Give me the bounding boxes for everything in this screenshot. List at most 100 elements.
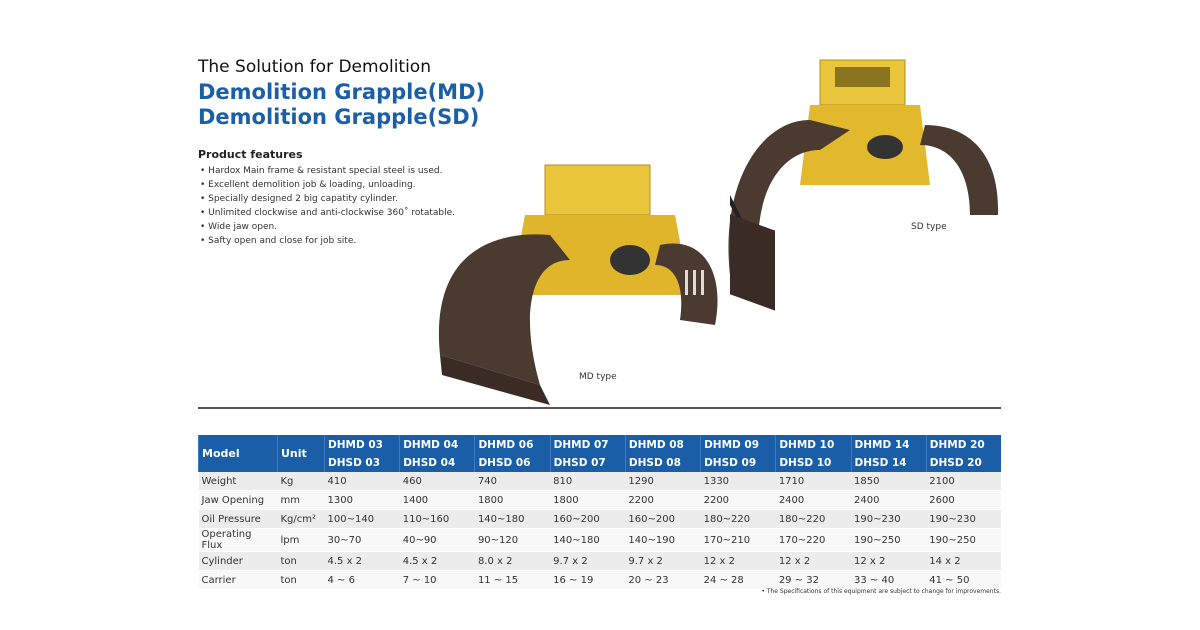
model-cell: DHMD 08 DHSD 08 — [624, 435, 701, 472]
table-cell: 1850 — [851, 472, 927, 491]
model-name: DHMD 03 — [328, 438, 383, 451]
model-name: DHSD 04 — [403, 456, 456, 469]
table-cell: 160~200 — [550, 509, 626, 529]
table-cell: 170~220 — [775, 528, 852, 552]
table-row: Weight Kg 410 460 740 810 1290 1330 1710 1850 2100 — [198, 472, 1001, 491]
table-cell: 12 x 2 — [700, 551, 776, 571]
table-cell: 2200 — [700, 490, 776, 510]
table-cell: ton — [277, 551, 325, 571]
feature-item: • Unlimited clockwise and anti-clockwise… — [200, 208, 456, 218]
model-name: DHMD 09 — [704, 438, 760, 451]
model-cell: DHMD 03 DHSD 03 — [323, 435, 400, 472]
model-name: DHMD 07 — [553, 438, 609, 451]
model-name: DHSD 03 — [328, 456, 381, 469]
table-cell: Kg — [277, 472, 325, 491]
model-name: DHSD 06 — [478, 456, 531, 469]
header-cell: Model — [198, 435, 278, 472]
model-cell: DHMD 14 DHSD 14 — [850, 435, 927, 472]
feature-text: Excellent demolition job & loading, unlo… — [208, 180, 416, 190]
table-cell: 1300 — [324, 490, 400, 510]
table-cell: 41 ~ 50 — [926, 570, 1001, 590]
model-name: DHSD 10 — [779, 456, 832, 469]
table-cell: 1400 — [399, 490, 475, 510]
table-cell: 2600 — [926, 490, 1001, 510]
table-cell: 29 ~ 32 — [775, 570, 852, 590]
features-title: Product features — [198, 148, 303, 161]
table-cell: 140~180 — [550, 528, 626, 552]
model-name: DHMD 08 — [628, 438, 684, 451]
feature-item: • Wide jaw open. — [200, 222, 278, 232]
header-cell: Unit — [277, 435, 325, 472]
model-name: DHSD 09 — [704, 456, 757, 469]
table-cell: 180~220 — [775, 509, 852, 529]
table-cell: 8.0 x 2 — [474, 551, 551, 571]
model-name: DHSD 14 — [854, 456, 907, 469]
divider — [198, 407, 1001, 409]
footnote: • The Specifications of this equipment a… — [761, 588, 1001, 595]
table-cell: mm — [277, 490, 325, 510]
table-cell: 190~250 — [851, 528, 927, 552]
table-cell: 20 ~ 23 — [625, 570, 701, 590]
model-cell: DHMD 06 DHSD 06 — [474, 435, 551, 472]
spec-table: Model Unit DHMD 03 DHSD 03 DHMD 04 DHSD 04 DHM… — [198, 435, 1001, 590]
tagline: The Solution for Demolition — [198, 57, 431, 77]
table-cell: 170~210 — [700, 528, 776, 552]
table-cell: 1800 — [550, 490, 626, 510]
feature-item: • Excellent demolition job & loading, un… — [200, 180, 416, 190]
table-cell: 810 — [550, 472, 626, 491]
model-name: DHMD 04 — [403, 438, 459, 451]
model-cell: DHMD 20 DHSD 20 — [925, 435, 1001, 472]
table-cell: 1290 — [625, 472, 701, 491]
table-cell: 2400 — [775, 490, 852, 510]
table-cell: 40~90 — [399, 528, 475, 552]
table-cell: 190~230 — [926, 509, 1001, 529]
model-name: DHSD 20 — [929, 456, 982, 469]
table-cell: 110~160 — [399, 509, 475, 529]
sd-grapple — [728, 59, 999, 311]
table-cell: 24 ~ 28 — [700, 570, 776, 590]
table-cell: 460 — [399, 472, 475, 491]
model-cell: DHMD 07 DHSD 07 — [549, 435, 626, 472]
table-cell: 410 — [324, 472, 400, 491]
feature-item: • Hardox Main frame & resistant special … — [200, 166, 443, 176]
table-cell: Oil Pressure — [198, 509, 278, 529]
table-cell: 7 ~ 10 — [399, 570, 475, 590]
table-body: Weight Kg 410 460 740 810 1290 1330 1710 1850 2100… — [198, 472, 1001, 590]
table-cell: 4 ~ 6 — [324, 570, 400, 590]
table-row: Oil Pressure Kg/cm² 100~140 110~160 140~180 1… — [198, 509, 1001, 529]
table-cell: Cylinder — [198, 551, 278, 571]
table-cell: 9.7 x 2 — [625, 551, 701, 571]
table-row: Jaw Opening mm 1300 1400 1800 1800 2200 2200 240… — [198, 490, 1001, 510]
table-cell: 1330 — [700, 472, 776, 491]
model-cell: DHMD 09 DHSD 09 — [700, 435, 776, 472]
model-name: DHSD 07 — [553, 456, 606, 469]
table-cell: 1800 — [474, 490, 551, 510]
feature-text: Wide jaw open. — [208, 222, 278, 232]
table-cell: 160~200 — [625, 509, 701, 529]
model-cell: DHMD 04 DHSD 04 — [399, 435, 475, 472]
product-images — [438, 59, 999, 405]
table-cell: 12 x 2 — [851, 551, 927, 571]
header-row: Model Unit DHMD 03 DHSD 03 DHMD 04 DHSD 04 DHM… — [198, 435, 1001, 472]
table-cell: 180~220 — [700, 509, 776, 529]
table-cell: Operating Flux — [198, 528, 278, 552]
feature-text: Specially designed 2 big capatity cylind… — [208, 194, 399, 204]
table-cell: 2100 — [926, 472, 1001, 491]
model-name: DHSD 08 — [628, 456, 681, 469]
table-cell: 12 x 2 — [775, 551, 852, 571]
feature-text: Hardox Main frame & resistant special st… — [208, 166, 443, 176]
table-cell: 9.7 x 2 — [550, 551, 626, 571]
table-cell: 140~180 — [474, 509, 551, 529]
feature-item: • Specially designed 2 big capatity cyli… — [200, 194, 399, 204]
title: Demolition Grapple(SD) — [198, 105, 480, 129]
caption: SD type — [911, 222, 947, 232]
table-cell: Carrier — [198, 570, 278, 590]
table-cell: 4.5 x 2 — [399, 551, 475, 571]
feature-item: • Safty open and close for job site. — [200, 236, 357, 246]
table-cell: 100~140 — [324, 509, 400, 529]
feature-text: Unlimited clockwise and anti-clockwise 3… — [208, 208, 456, 218]
table-cell: 140~190 — [625, 528, 701, 552]
table-cell: 16 ~ 19 — [550, 570, 626, 590]
